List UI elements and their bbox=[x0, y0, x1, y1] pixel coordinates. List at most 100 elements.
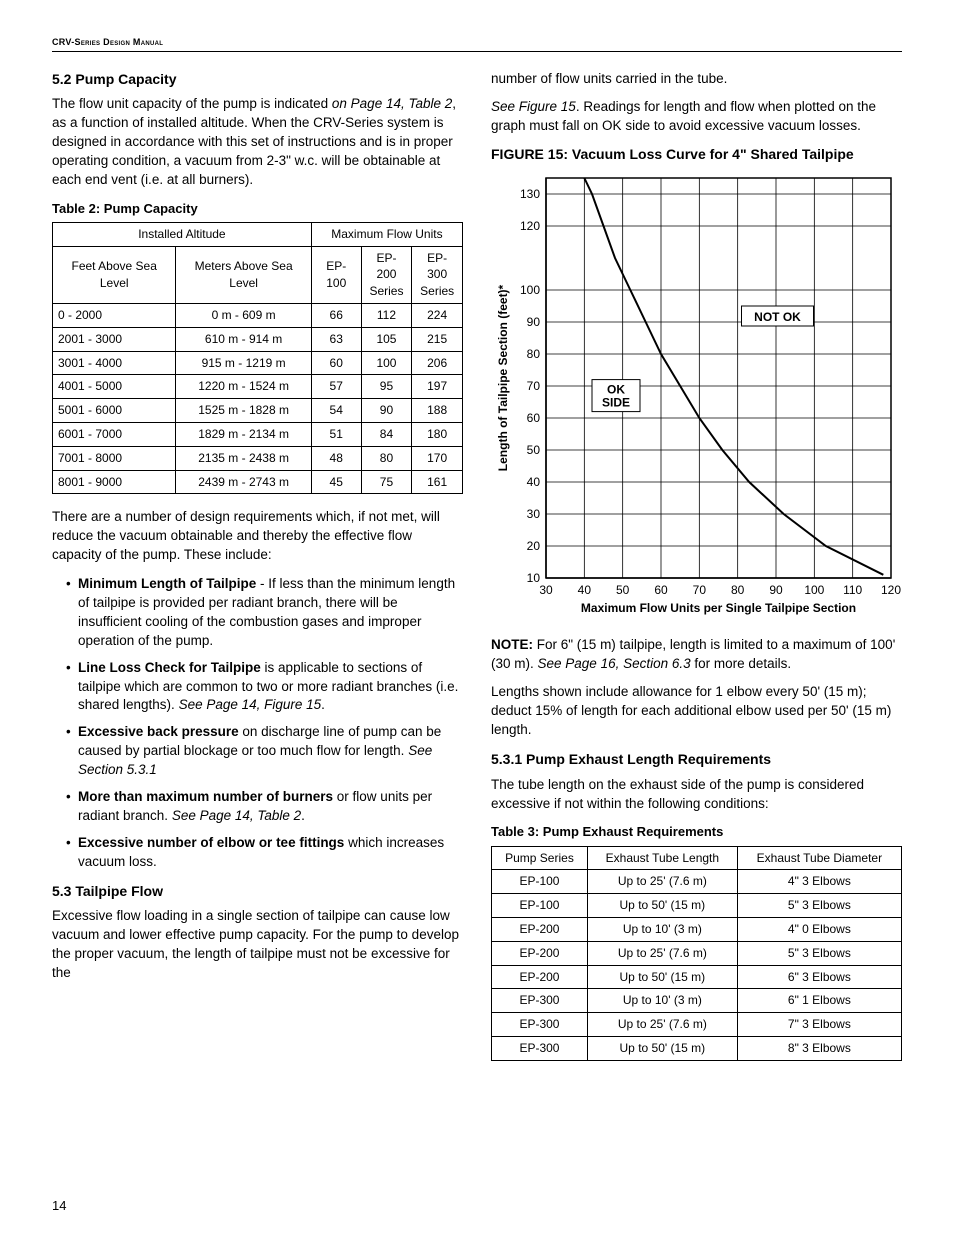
p-5-3: Excessive flow loading in a single secti… bbox=[52, 907, 463, 983]
svg-text:OK: OK bbox=[607, 382, 625, 396]
heading-5-3-1: 5.3.1 Pump Exhaust Length Requirements bbox=[491, 750, 902, 770]
figure15-caption: FIGURE 15: Vacuum Loss Curve for 4" Shar… bbox=[491, 146, 902, 164]
svg-text:90: 90 bbox=[769, 583, 783, 597]
svg-text:50: 50 bbox=[616, 583, 630, 597]
table3-caption: Table 3: Pump Exhaust Requirements bbox=[491, 823, 902, 841]
svg-text:30: 30 bbox=[527, 507, 541, 521]
cell: Up to 10' (3 m) bbox=[587, 989, 737, 1013]
cell: 5" 3 Elbows bbox=[737, 941, 901, 965]
svg-text:50: 50 bbox=[527, 443, 541, 457]
cell: Up to 50' (15 m) bbox=[587, 894, 737, 918]
ref-table2: on Page 14, Table 2 bbox=[332, 96, 452, 111]
svg-text:70: 70 bbox=[693, 583, 707, 597]
cell: Up to 50' (15 m) bbox=[587, 965, 737, 989]
table-row: EP-200Up to 25' (7.6 m)5" 3 Elbows bbox=[492, 941, 902, 965]
cell: 4001 - 5000 bbox=[53, 375, 176, 399]
table-row: 2001 - 3000610 m - 914 m63105215 bbox=[53, 327, 463, 351]
heading-5-2: 5.2 Pump Capacity bbox=[52, 70, 463, 90]
svg-text:30: 30 bbox=[539, 583, 553, 597]
bullet-min-tailpipe: Minimum Length of Tailpipe - If less tha… bbox=[66, 575, 463, 651]
cell: 57 bbox=[311, 375, 361, 399]
table-row: EP-300Up to 25' (7.6 m)7" 3 Elbows bbox=[492, 1013, 902, 1037]
svg-text:70: 70 bbox=[527, 379, 541, 393]
table-row: 7001 - 80002135 m - 2438 m4880170 bbox=[53, 446, 463, 470]
cell: 0 - 2000 bbox=[53, 304, 176, 328]
table-row: EP-300Up to 50' (15 m)8" 3 Elbows bbox=[492, 1037, 902, 1061]
svg-text:90: 90 bbox=[527, 315, 541, 329]
cell: 161 bbox=[412, 470, 463, 494]
cell: EP-200 bbox=[492, 941, 588, 965]
cell: 100 bbox=[361, 351, 412, 375]
svg-text:Length of Tailpipe Section (f: Length of Tailpipe Section (feet)* bbox=[496, 284, 510, 471]
svg-text:80: 80 bbox=[731, 583, 745, 597]
cell: 6" 3 Elbows bbox=[737, 965, 901, 989]
bullet-max-burners: More than maximum number of burners or f… bbox=[66, 788, 463, 826]
text: The flow unit capacity of the pump is in… bbox=[52, 96, 332, 111]
cell: 6001 - 7000 bbox=[53, 423, 176, 447]
cell: 6" 1 Elbows bbox=[737, 989, 901, 1013]
cell: 1525 m - 1828 m bbox=[176, 399, 311, 423]
left-column: 5.2 Pump Capacity The flow unit capacity… bbox=[52, 70, 463, 1061]
p-see-fig15: See Figure 15. Readings for length and f… bbox=[491, 98, 902, 136]
th-maxflow: Maximum Flow Units bbox=[311, 222, 462, 246]
figure15-chart: 1020304050607080901001201303040506070809… bbox=[491, 168, 901, 628]
cell: 1829 m - 2134 m bbox=[176, 423, 311, 447]
cell: 63 bbox=[311, 327, 361, 351]
cell: 7" 3 Elbows bbox=[737, 1013, 901, 1037]
cell: Up to 50' (15 m) bbox=[587, 1037, 737, 1061]
cell: 95 bbox=[361, 375, 412, 399]
cell: 206 bbox=[412, 351, 463, 375]
svg-text:10: 10 bbox=[527, 571, 541, 585]
p-continuation: number of flow units carried in the tube… bbox=[491, 70, 902, 89]
th-exhaust-diameter: Exhaust Tube Diameter bbox=[737, 846, 901, 870]
cell: EP-300 bbox=[492, 1037, 588, 1061]
cell: 8001 - 9000 bbox=[53, 470, 176, 494]
cell: 80 bbox=[361, 446, 412, 470]
cell: Up to 10' (3 m) bbox=[587, 918, 737, 942]
bullet-line-loss: Line Loss Check for Tailpipe is applicab… bbox=[66, 659, 463, 716]
table3: Pump Series Exhaust Tube Length Exhaust … bbox=[491, 846, 902, 1061]
two-column-layout: 5.2 Pump Capacity The flow unit capacity… bbox=[52, 70, 902, 1061]
cell: 2001 - 3000 bbox=[53, 327, 176, 351]
svg-text:80: 80 bbox=[527, 347, 541, 361]
cell: 112 bbox=[361, 304, 412, 328]
p-5-3-1: The tube length on the exhaust side of t… bbox=[491, 776, 902, 814]
cell: 170 bbox=[412, 446, 463, 470]
table-row: 0 - 20000 m - 609 m66112224 bbox=[53, 304, 463, 328]
svg-text:Maximum Flow Units per Single: Maximum Flow Units per Single Tailpipe S… bbox=[581, 601, 856, 615]
table-row: 8001 - 90002439 m - 2743 m4575161 bbox=[53, 470, 463, 494]
table-row: 4001 - 50001220 m - 1524 m5795197 bbox=[53, 375, 463, 399]
requirements-list: Minimum Length of Tailpipe - If less tha… bbox=[66, 575, 463, 871]
bullet-elbows: Excessive number of elbow or tee fitting… bbox=[66, 834, 463, 872]
svg-text:20: 20 bbox=[527, 539, 541, 553]
cell: Up to 25' (7.6 m) bbox=[587, 870, 737, 894]
svg-text:120: 120 bbox=[520, 219, 540, 233]
page-number: 14 bbox=[52, 1197, 66, 1215]
cell: 90 bbox=[361, 399, 412, 423]
cell: 2135 m - 2438 m bbox=[176, 446, 311, 470]
cell: 4" 0 Elbows bbox=[737, 918, 901, 942]
cell: 105 bbox=[361, 327, 412, 351]
table-row: EP-300Up to 10' (3 m)6" 1 Elbows bbox=[492, 989, 902, 1013]
bullet-back-pressure: Excessive back pressure on discharge lin… bbox=[66, 723, 463, 780]
th-altitude: Installed Altitude bbox=[53, 222, 312, 246]
svg-text:130: 130 bbox=[520, 187, 540, 201]
cell: 610 m - 914 m bbox=[176, 327, 311, 351]
th-ep300: EP-300Series bbox=[412, 246, 463, 303]
table2: Installed Altitude Maximum Flow Units Fe… bbox=[52, 222, 463, 495]
cell: EP-200 bbox=[492, 965, 588, 989]
th-ep100: EP-100 bbox=[311, 246, 361, 303]
svg-text:60: 60 bbox=[527, 411, 541, 425]
cell: 0 m - 609 m bbox=[176, 304, 311, 328]
cell: Up to 25' (7.6 m) bbox=[587, 941, 737, 965]
svg-text:100: 100 bbox=[804, 583, 824, 597]
svg-text:100: 100 bbox=[520, 283, 540, 297]
cell: EP-300 bbox=[492, 1013, 588, 1037]
heading-5-3: 5.3 Tailpipe Flow bbox=[52, 882, 463, 902]
cell: 75 bbox=[361, 470, 412, 494]
table-row: EP-200Up to 50' (15 m)6" 3 Elbows bbox=[492, 965, 902, 989]
svg-text:40: 40 bbox=[527, 475, 541, 489]
table-row: 6001 - 70001829 m - 2134 m5184180 bbox=[53, 423, 463, 447]
cell: 4" 3 Elbows bbox=[737, 870, 901, 894]
svg-text:110: 110 bbox=[843, 583, 862, 597]
